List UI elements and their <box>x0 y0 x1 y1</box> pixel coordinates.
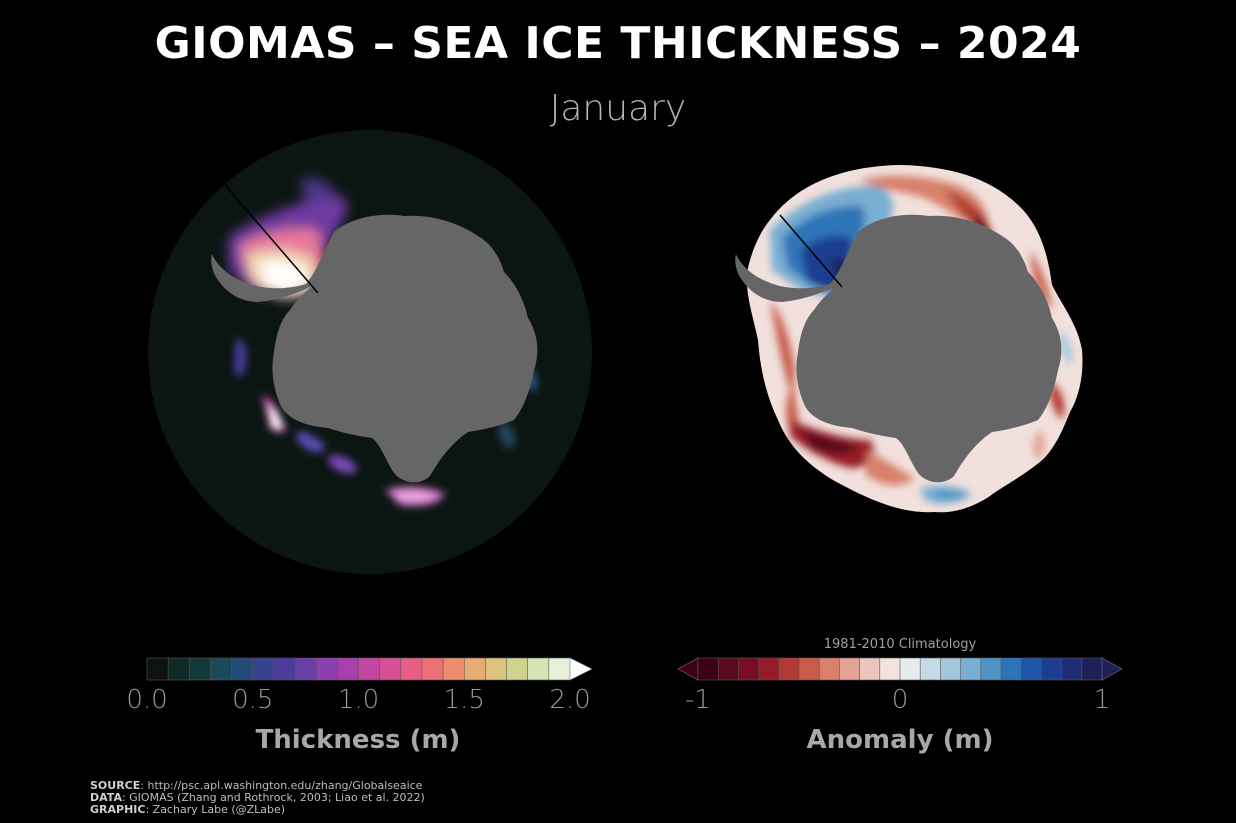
anomaly-colorbar-bin <box>940 657 962 681</box>
credit-graphic: GRAPHIC: Zachary Labe (@ZLabe) <box>90 803 286 816</box>
anomaly-colorbar-bin <box>738 657 760 681</box>
thickness-tick-label: 1.0 <box>337 685 380 715</box>
credit-data: DATA: GIOMAS (Zhang and Rothrock, 2003; … <box>90 791 425 804</box>
anomaly-axis-label: Anomaly (m) <box>806 725 994 755</box>
thickness-colorbar-bin <box>548 657 571 681</box>
thickness-tick-label: 0.0 <box>126 685 168 715</box>
anomaly-tick-labels: -1 0 1 <box>0 685 1236 719</box>
thickness-colorbar-bin <box>442 657 466 681</box>
page-title: GIOMAS – SEA ICE THICKNESS – 2024 <box>154 18 1082 69</box>
anomaly-colorbar-bin <box>899 657 922 681</box>
meridian-line <box>224 184 319 294</box>
anomaly-colorbar <box>677 657 1123 681</box>
thickness-colorbar-bin <box>252 657 275 681</box>
thickness-tick-label: 2.0 <box>549 685 591 715</box>
anomaly-colorbar-bin <box>1020 657 1043 681</box>
thickness-colorbar-bin <box>421 657 444 681</box>
climatology-reference: 1981-2010 Climatology <box>823 637 977 652</box>
anomaly-tick-label: 1 <box>1093 685 1111 715</box>
thickness-colorbar-bin <box>506 657 529 681</box>
anomaly-colorbar-bin <box>818 657 841 681</box>
thickness-colorbar-bin <box>231 657 254 681</box>
anomaly-colorbar-bin <box>697 657 720 681</box>
antarctica-land <box>211 214 538 483</box>
anomaly-colorbar-bin <box>1000 657 1023 681</box>
anomaly-colorbar-bin <box>778 657 800 681</box>
anomaly-colorbar-bin <box>859 657 881 681</box>
thickness-colorbar-bin <box>273 657 296 681</box>
thickness-colorbar-bin <box>379 657 402 681</box>
thickness-colorbar-bin <box>463 657 487 681</box>
credits-block: SOURCE: http://psc.apl.washington.edu/zh… <box>90 780 425 816</box>
thickness-colorbar-bin <box>337 657 360 681</box>
credit-source: SOURCE: http://psc.apl.washington.edu/zh… <box>90 779 423 792</box>
anomaly-map <box>735 165 1083 513</box>
anomaly-colorbar-bin <box>717 657 740 681</box>
thickness-colorbar-bin <box>167 657 191 681</box>
anomaly-tick-label: -1 <box>685 685 711 715</box>
thickness-colorbar-bin <box>315 657 339 681</box>
anomaly-colorbar-bin <box>758 657 780 681</box>
anomaly-colorbar-bin <box>839 657 861 681</box>
anomaly-colorbar-bin <box>1061 657 1083 681</box>
month-subtitle: January <box>549 88 687 129</box>
anomaly-tick-label: 0 <box>891 685 909 715</box>
antarctica-land-right <box>735 214 1062 483</box>
thickness-colorbar-bin <box>400 657 423 681</box>
thickness-colorbar-bin <box>294 657 317 681</box>
anomaly-colorbar-extend-min <box>677 657 699 681</box>
thickness-colorbar-extend-max <box>569 657 593 681</box>
thickness-colorbar-bin <box>146 657 169 681</box>
meridian-line-right <box>779 214 843 288</box>
thickness-axis-label: Thickness (m) <box>255 725 461 755</box>
thickness-colorbar <box>146 657 593 681</box>
thickness-tick-labels: 0.0 0.5 1.0 1.5 2.0 <box>0 685 620 719</box>
anomaly-colorbar-bin <box>1041 657 1063 681</box>
anomaly-colorbar-bin <box>798 657 821 681</box>
anomaly-colorbar-extend-max <box>1101 657 1123 681</box>
thickness-tick-label: 0.5 <box>232 685 274 715</box>
thickness-tick-label: 1.5 <box>443 685 485 715</box>
anomaly-colorbar-bin <box>879 657 901 681</box>
thickness-colorbar-bin <box>485 657 508 681</box>
anomaly-colorbar-bin <box>919 657 942 681</box>
thickness-map <box>148 130 592 574</box>
thickness-colorbar-bin <box>358 657 381 681</box>
anomaly-colorbar-bin <box>960 657 982 681</box>
anomaly-colorbar-bin <box>980 657 1002 681</box>
thickness-colorbar-bin <box>189 657 212 681</box>
thickness-colorbar-bin <box>527 657 550 681</box>
thickness-colorbar-bin <box>210 657 233 681</box>
anomaly-colorbar-bin <box>1081 657 1103 681</box>
